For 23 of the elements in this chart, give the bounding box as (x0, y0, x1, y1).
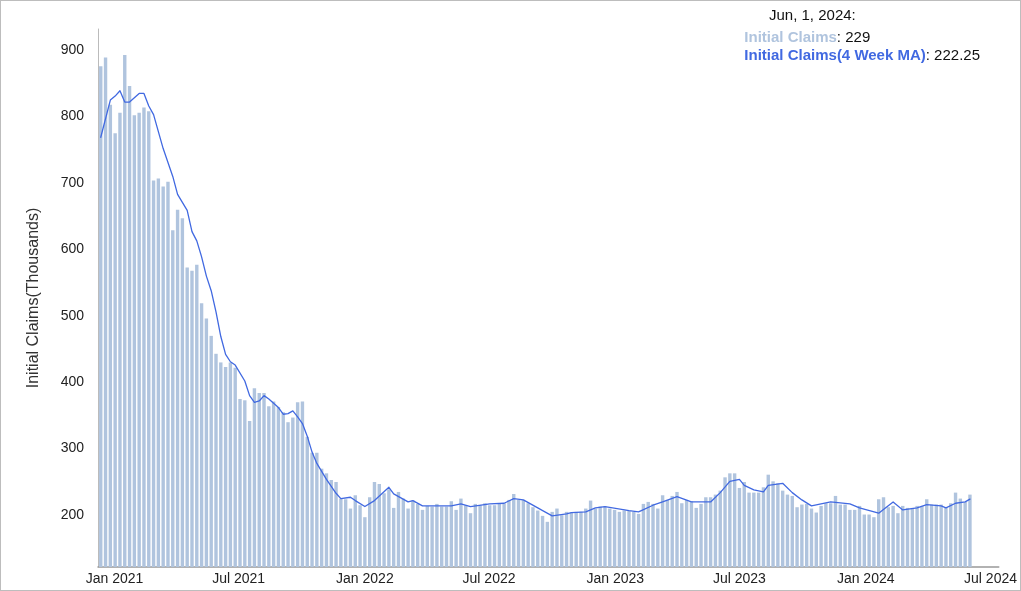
annotation: : 229 (836, 28, 871, 45)
annotation: : 222.25 (925, 46, 980, 63)
y-tick-label: 400 (60, 373, 85, 390)
x-tick-label: Jan 2023 (586, 570, 645, 586)
x-tick-label: Jul 2023 (712, 570, 767, 586)
y-tick-label: 900 (60, 40, 85, 57)
y-tick-label: 200 (60, 505, 85, 522)
y-tick-label: 500 (60, 306, 85, 323)
y-axis-title: Initial Claims(Thousands) (23, 207, 41, 389)
y-tick-label: 300 (60, 439, 85, 456)
x-tick-label: Jan 2021 (85, 570, 144, 586)
y-tick-label: 600 (60, 240, 85, 257)
y-tick-label: 800 (60, 107, 85, 124)
text: Initial Claims(4 Week MA) (744, 46, 926, 63)
line-series (100, 90, 971, 517)
text: Jun, 1, 2024: (769, 6, 856, 23)
text: Initial Claims (744, 28, 837, 45)
x-tick-label: Jul 2021 (212, 570, 266, 586)
x-tick-label: Jul 2022 (462, 570, 516, 586)
y-tick-label: 700 (60, 173, 85, 190)
x-tick-label: Jul 2024 (964, 570, 1018, 586)
x-tick-label: Jan 2024 (836, 570, 895, 586)
x-tick-label: Jan 2022 (336, 570, 394, 586)
